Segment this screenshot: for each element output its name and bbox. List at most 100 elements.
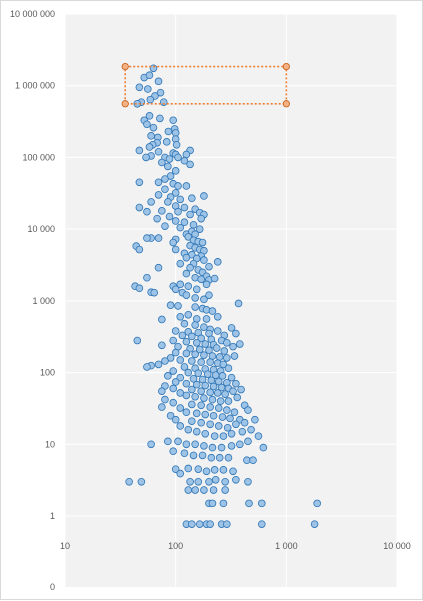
data-point xyxy=(184,464,193,473)
data-point xyxy=(257,520,266,528)
data-point xyxy=(171,189,180,197)
data-point xyxy=(208,499,217,508)
data-point xyxy=(156,114,164,123)
data-point xyxy=(158,403,166,411)
data-point xyxy=(176,422,185,430)
data-point xyxy=(182,253,191,262)
data-point xyxy=(213,258,222,266)
data-point xyxy=(232,475,240,484)
data-point xyxy=(209,486,218,494)
data-point xyxy=(135,203,144,212)
data-point xyxy=(188,357,196,365)
data-point xyxy=(202,280,211,289)
data-point xyxy=(171,378,180,386)
data-point xyxy=(142,153,150,162)
data-point xyxy=(145,112,154,120)
data-point xyxy=(188,385,196,394)
data-point xyxy=(158,207,166,215)
data-point xyxy=(186,160,194,169)
data-point xyxy=(221,477,229,486)
data-point xyxy=(200,442,208,450)
data-point xyxy=(203,370,212,378)
data-point xyxy=(164,437,172,446)
data-point xyxy=(154,234,163,242)
x-tick-label: 1 000 xyxy=(275,541,298,551)
y-tick-label: 1 000 xyxy=(32,296,55,306)
data-point xyxy=(257,499,266,508)
data-point xyxy=(197,275,205,284)
data-point xyxy=(164,162,172,171)
data-point xyxy=(158,341,166,350)
data-point xyxy=(200,295,208,304)
data-point xyxy=(153,214,161,223)
data-point xyxy=(236,340,244,348)
y-tick-label: 10 000 000 xyxy=(10,9,55,19)
data-point xyxy=(189,451,198,460)
data-point xyxy=(230,352,239,360)
data-point xyxy=(191,350,199,359)
data-point xyxy=(182,269,191,278)
data-point xyxy=(244,437,252,446)
data-point xyxy=(200,486,208,494)
data-point xyxy=(161,185,169,194)
data-point xyxy=(200,351,208,359)
data-point xyxy=(223,520,231,528)
data-point xyxy=(182,349,191,358)
data-point xyxy=(195,225,204,233)
data-point xyxy=(176,259,185,268)
data-point xyxy=(232,329,240,338)
selection-box[interactable] xyxy=(121,62,290,108)
data-point xyxy=(174,207,182,216)
data-point xyxy=(215,353,224,361)
data-point xyxy=(208,395,217,404)
data-point xyxy=(166,301,175,309)
data-point xyxy=(186,477,194,486)
data-point xyxy=(229,342,237,351)
data-point xyxy=(169,367,178,375)
data-point xyxy=(159,98,168,106)
y-axis-tick-labels: 10 000 000 1 000 000 100 000 10 000 1 000 100… xyxy=(10,9,55,521)
data-point xyxy=(201,410,210,419)
data-point xyxy=(180,203,189,212)
data-point xyxy=(182,291,191,299)
selection-rectangle[interactable] xyxy=(124,65,288,105)
data-point xyxy=(229,387,237,395)
data-point xyxy=(188,417,196,425)
data-point xyxy=(195,520,204,528)
data-point xyxy=(182,440,191,449)
data-point xyxy=(169,447,178,456)
data-point xyxy=(200,394,208,402)
data-point xyxy=(238,427,247,436)
data-point xyxy=(154,191,163,199)
data-point xyxy=(164,372,172,380)
data-point xyxy=(205,291,213,299)
data-point xyxy=(205,477,213,486)
data-point xyxy=(219,499,228,508)
y-tick-label: 1 xyxy=(50,511,55,521)
data-point xyxy=(191,392,199,401)
data-point xyxy=(198,451,207,460)
data-point xyxy=(224,453,233,462)
data-point xyxy=(182,391,191,400)
data-point xyxy=(143,234,151,242)
data-point xyxy=(149,123,158,132)
data-point xyxy=(230,408,239,417)
data-point xyxy=(182,379,191,388)
selection-resize-handle[interactable] xyxy=(282,100,290,108)
selection-resize-handle[interactable] xyxy=(282,62,290,71)
data-point xyxy=(192,285,201,294)
data-point xyxy=(188,520,196,528)
data-point xyxy=(143,273,151,282)
data-point xyxy=(184,233,193,241)
data-point xyxy=(169,116,178,125)
data-point xyxy=(227,430,236,438)
data-point xyxy=(209,411,218,420)
data-point xyxy=(156,88,165,97)
selection-resize-handle[interactable] xyxy=(121,100,129,108)
selection-resize-handle[interactable] xyxy=(121,62,129,71)
data-point xyxy=(169,384,178,393)
data-point xyxy=(158,315,166,324)
data-point xyxy=(310,520,319,528)
data-point xyxy=(143,85,152,93)
